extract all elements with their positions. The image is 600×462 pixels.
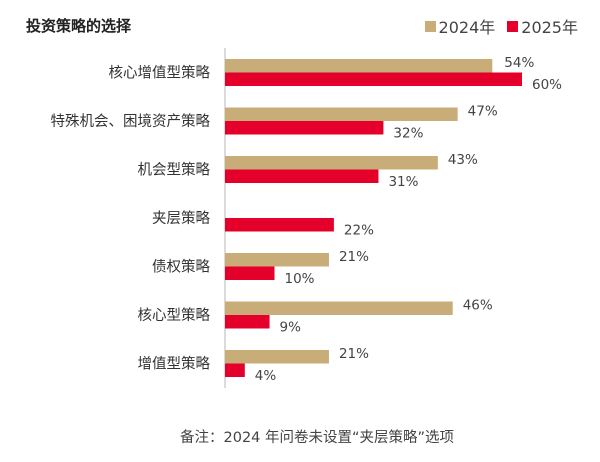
data-label: 21% (339, 346, 369, 362)
bar-2024 (225, 59, 493, 73)
category-label: 增值型策略 (138, 356, 211, 373)
bar-2025 (225, 169, 379, 183)
data-label: 21% (339, 249, 369, 265)
chart-title: 投资策略的选择 (26, 17, 132, 35)
bar-2024 (225, 156, 438, 170)
category-label: 核心增值型策略 (109, 65, 211, 82)
legend-label-2025: 2025年 (521, 18, 578, 37)
legend-swatch-2024 (424, 20, 436, 32)
category-label: 债权策略 (152, 259, 210, 276)
data-label: 46% (463, 298, 493, 314)
bar-2025 (225, 315, 270, 329)
category-label: 机会型策略 (138, 162, 211, 179)
bar-2024 (225, 350, 329, 364)
bar-2025 (225, 72, 522, 86)
data-label: 9% (280, 320, 302, 336)
bar-2024 (225, 107, 458, 121)
legend: 2024年 2025年 (424, 14, 578, 38)
data-label: 10% (285, 271, 315, 287)
data-label: 43% (448, 152, 478, 168)
bar-2025 (225, 363, 245, 377)
data-label: 4% (255, 368, 277, 384)
bar-2025 (225, 218, 334, 232)
data-label: 31% (388, 174, 418, 190)
bar-2024 (225, 253, 329, 267)
bar-2025 (225, 121, 384, 135)
data-label: 47% (468, 104, 498, 120)
bar-2024 (225, 301, 453, 315)
category-label: 夹层策略 (152, 210, 210, 227)
legend-item-2025: 2025年 (507, 14, 578, 38)
category-label: 核心型策略 (138, 307, 211, 324)
legend-label-2024: 2024年 (438, 18, 496, 37)
data-label: 54% (504, 55, 534, 71)
legend-swatch-2025 (507, 20, 519, 32)
data-label: 22% (344, 223, 374, 239)
legend-item-2024: 2024年 (424, 14, 496, 38)
data-label: 60% (532, 77, 562, 93)
bar-2025 (225, 266, 275, 280)
category-label: 特殊机会、困境资产策略 (51, 112, 211, 130)
footnote: 备注：2024 年问卷未设置“夹层策略”选项 (180, 430, 455, 446)
data-label: 32% (393, 126, 423, 142)
